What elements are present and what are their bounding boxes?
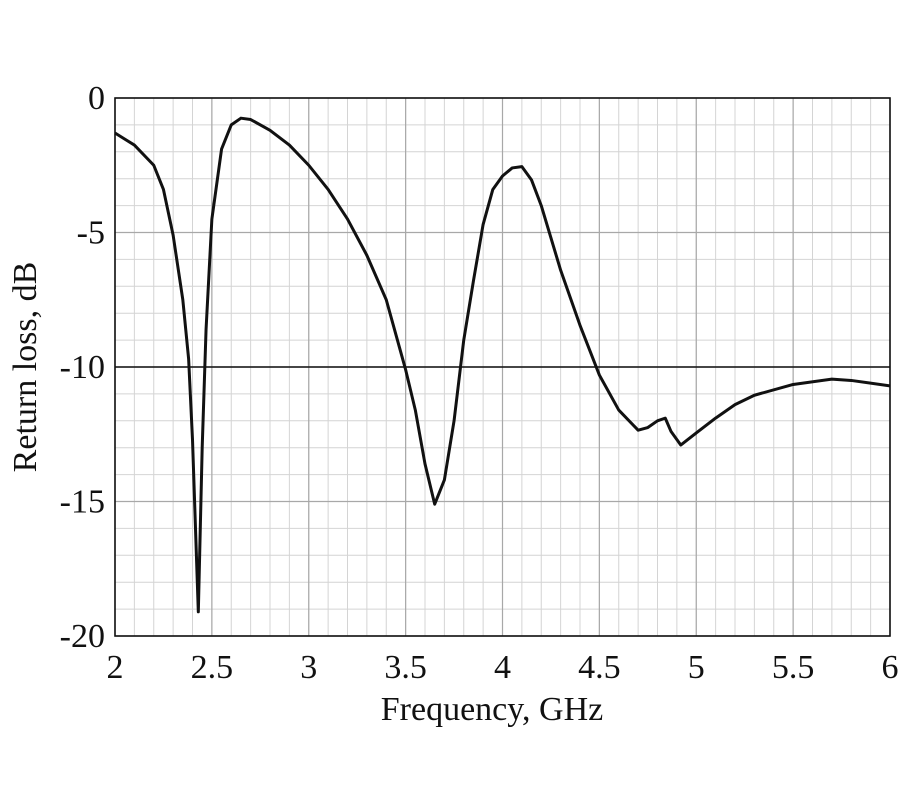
data-line (114, 116, 891, 614)
y-tick-label: -15 (60, 484, 105, 521)
x-tick-label: 6 (882, 649, 899, 686)
x-tick-label: 5.5 (772, 649, 815, 686)
x-tick-label: 3.5 (384, 649, 427, 686)
y-axis-label: Return loss, dB (7, 262, 44, 473)
y-tick-label: -10 (60, 349, 105, 386)
y-tick-label: -20 (60, 618, 105, 655)
x-tick-label: 2 (107, 649, 124, 686)
x-tick-label: 4 (494, 649, 511, 686)
x-axis-label: Frequency, GHz (381, 691, 604, 728)
x-tick-label: 3 (300, 649, 317, 686)
y-tick-label: 0 (88, 80, 105, 117)
x-tick-label: 2.5 (191, 649, 234, 686)
y-tick-label: -5 (77, 215, 105, 252)
x-tick-label: 5 (688, 649, 705, 686)
plot-frame (114, 97, 891, 637)
x-tick-label: 4.5 (578, 649, 621, 686)
